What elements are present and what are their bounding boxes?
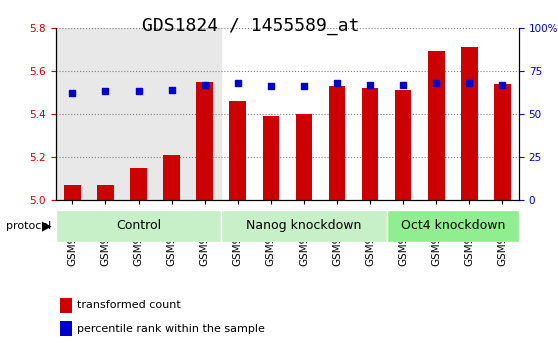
Point [266, 83, 275, 89]
Point [432, 80, 441, 86]
Text: Nanog knockdown: Nanog knockdown [246, 219, 362, 233]
FancyBboxPatch shape [56, 210, 221, 241]
Point [498, 82, 507, 87]
Bar [461, 47, 478, 200]
Bar [362, 88, 378, 200]
Bar [196, 81, 213, 200]
Text: ▶: ▶ [42, 219, 51, 233]
Text: protocol: protocol [6, 221, 51, 231]
Point [233, 80, 242, 86]
Point [200, 82, 209, 87]
Bar [64, 185, 80, 200]
Point [300, 83, 309, 89]
Point [365, 82, 374, 87]
Bar [494, 84, 511, 200]
Bar [395, 90, 411, 200]
Bar [60, 321, 72, 336]
Bar [428, 51, 445, 200]
Point [333, 80, 341, 86]
Text: Oct4 knockdown: Oct4 knockdown [401, 219, 505, 233]
Bar [163, 155, 180, 200]
FancyBboxPatch shape [221, 210, 387, 241]
Text: Control: Control [116, 219, 161, 233]
Bar [97, 185, 114, 200]
Bar [130, 168, 147, 200]
FancyBboxPatch shape [387, 210, 519, 241]
Bar [329, 86, 345, 200]
Point [134, 89, 143, 94]
Bar [229, 101, 246, 200]
Bar [56, 28, 221, 200]
Text: transformed count: transformed count [76, 300, 180, 310]
Point [465, 80, 474, 86]
Point [101, 89, 110, 94]
Bar [296, 114, 312, 200]
Point [167, 87, 176, 92]
Bar [263, 116, 279, 200]
Text: percentile rank within the sample: percentile rank within the sample [76, 324, 264, 334]
Point [68, 90, 77, 96]
Bar [60, 297, 72, 313]
Point [398, 82, 407, 87]
Text: GDS1824 / 1455589_at: GDS1824 / 1455589_at [142, 17, 360, 35]
